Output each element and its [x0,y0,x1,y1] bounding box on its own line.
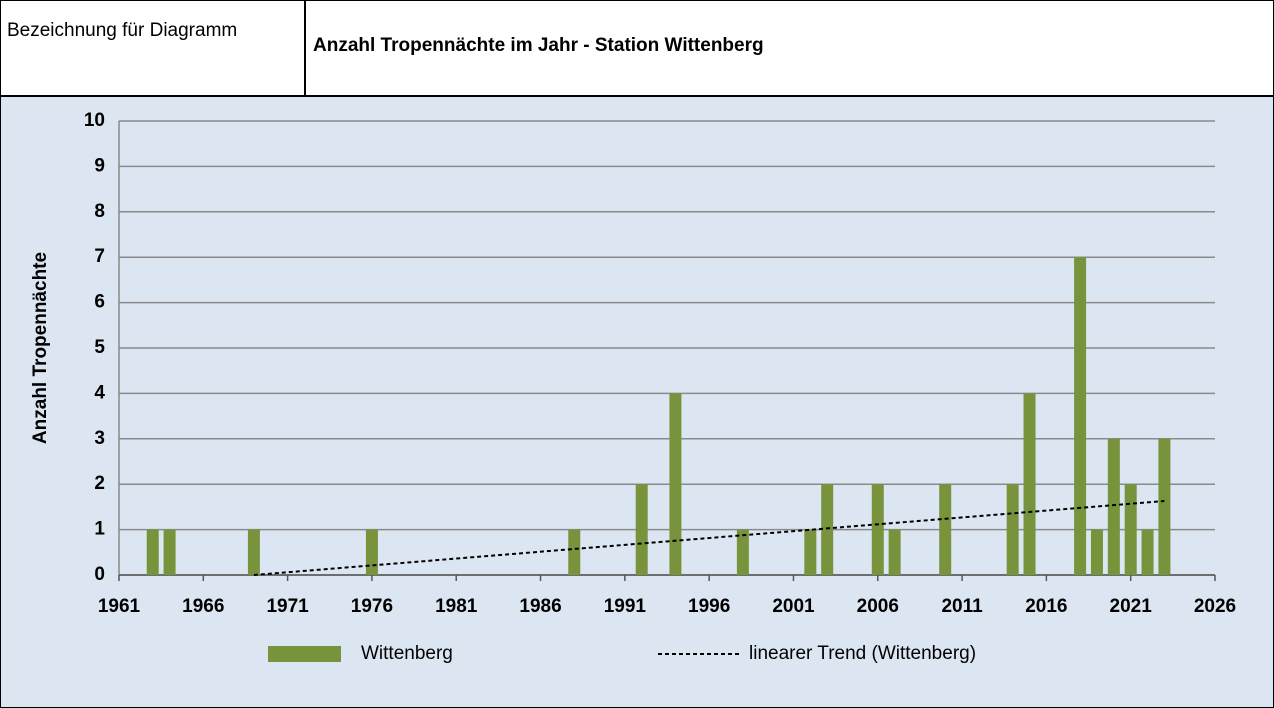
bar [635,484,648,575]
x-tick-label: 2026 [1194,596,1236,617]
bar [1158,438,1171,575]
bar [247,529,260,575]
y-tick-label: 3 [94,428,105,449]
bar [669,393,682,575]
x-tick-label: 2006 [857,596,899,617]
legend-label: linearer Trend (Wittenberg) [749,643,976,664]
y-tick-label: 5 [94,337,105,358]
bar [1107,438,1120,575]
y-tick-label: 0 [94,564,105,585]
legend-swatch [268,646,341,662]
bar [804,529,817,575]
y-tick-label: 2 [94,473,105,494]
y-tick-label: 1 [94,519,105,540]
bar [939,484,952,575]
x-tick-label: 1996 [688,596,730,617]
x-tick-label: 2021 [1110,596,1153,617]
trend-line [253,500,1165,576]
bar [871,484,884,575]
bar [736,529,749,575]
bar [146,529,159,575]
bar [568,529,581,575]
x-tick-label: 1961 [98,596,141,617]
legend-label: Wittenberg [361,643,453,664]
chart-title: Anzahl Tropennächte im Jahr - Station Wi… [313,35,764,56]
x-tick-label: 2011 [941,596,983,617]
x-tick-label: 1981 [435,596,478,617]
header: Bezeichnung für Diagramm Anzahl Tropennä… [1,1,1273,97]
y-tick-label: 4 [94,382,105,403]
bar [821,484,834,575]
bar [163,529,176,575]
header-divider [304,1,306,95]
y-tick-label: 8 [94,201,105,222]
x-tick-label: 1991 [604,596,647,617]
bar [888,529,901,575]
x-tick-label: 1966 [182,596,224,617]
x-tick-label: 1976 [351,596,393,617]
y-tick-label: 10 [84,110,105,131]
y-axis-label: Anzahl Tropennächte [30,252,51,444]
x-tick-label: 1986 [519,596,561,617]
y-tick-label: 6 [94,292,105,313]
y-tick-label: 9 [94,155,105,176]
bar [1074,257,1087,575]
bar [1141,529,1154,575]
y-tick-label: 7 [94,246,105,267]
x-tick-label: 1971 [266,596,309,617]
x-tick-label: 2001 [772,596,815,617]
header-label: Bezeichnung für Diagramm [7,20,238,41]
bar [1090,529,1103,575]
bar [1023,393,1036,575]
bar [1124,484,1137,575]
bar [365,529,378,575]
bar [1006,484,1019,575]
x-tick-label: 2016 [1025,596,1067,617]
